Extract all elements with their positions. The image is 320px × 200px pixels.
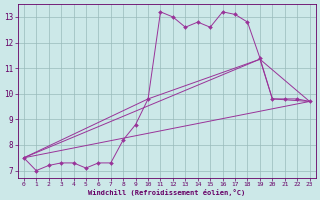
X-axis label: Windchill (Refroidissement éolien,°C): Windchill (Refroidissement éolien,°C) [88,189,245,196]
